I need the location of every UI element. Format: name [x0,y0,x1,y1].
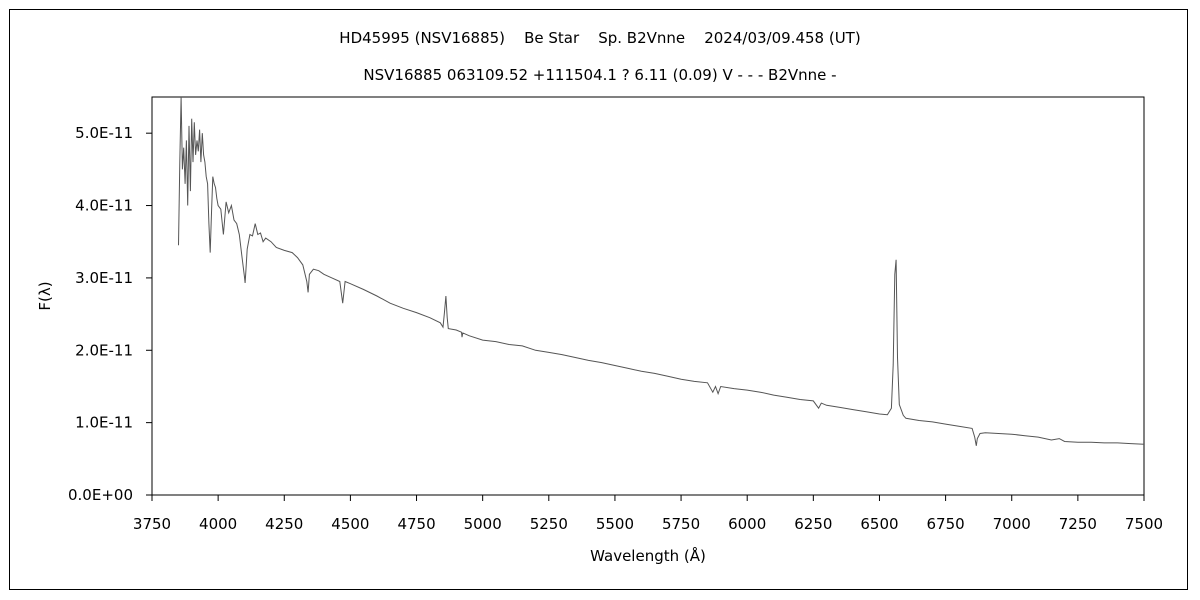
x-tick-label: 4250 [265,515,303,533]
y-tick-label: 3.0E-11 [75,269,133,287]
x-tick-label: 7250 [1059,515,1097,533]
y-axis-label: F(λ) [36,281,54,310]
chart-subtitle: NSV16885 063109.52 +111504.1 ? 6.11 (0.0… [363,66,837,84]
x-tick-label: 6250 [794,515,832,533]
x-tick-label: 6500 [860,515,898,533]
x-tick-label: 6000 [728,515,766,533]
plot-area [151,96,1145,496]
x-tick-label: 4000 [199,515,237,533]
x-tick-label: 4500 [331,515,369,533]
x-tick-label: 5750 [662,515,700,533]
x-tick-label: 3750 [133,515,171,533]
series-line [178,96,1145,446]
y-tick-label: 2.0E-11 [75,341,133,359]
y-tick-label: 5.0E-11 [75,124,133,142]
chart-frame [9,9,1188,590]
x-tick-label: 5000 [464,515,502,533]
y-tick-label: 4.0E-11 [75,197,133,215]
y-tick-label: 1.0E-11 [75,414,133,432]
x-tick-label: 5250 [530,515,568,533]
x-axis: 3750 4000 4250 4500 4750 5000 5250 5500 5750 6000… [133,495,1163,533]
x-axis-label: Wavelength (Å) [590,546,706,565]
x-tick-label: 6750 [927,515,965,533]
y-axis: 0.0E+00 1.0E-11 2.0E-11 3.0E-11 4.0E-11 5.0E-… [68,124,152,504]
chart-title: HD45995 (NSV16885) Be Star Sp. B2Vnne 20… [339,29,861,47]
x-tick-label: 7000 [993,515,1031,533]
y-tick-label: 0.0E+00 [68,486,133,504]
x-tick-label: 4750 [397,515,435,533]
x-tick-label: 5500 [596,515,634,533]
x-tick-label: 7500 [1125,515,1163,533]
